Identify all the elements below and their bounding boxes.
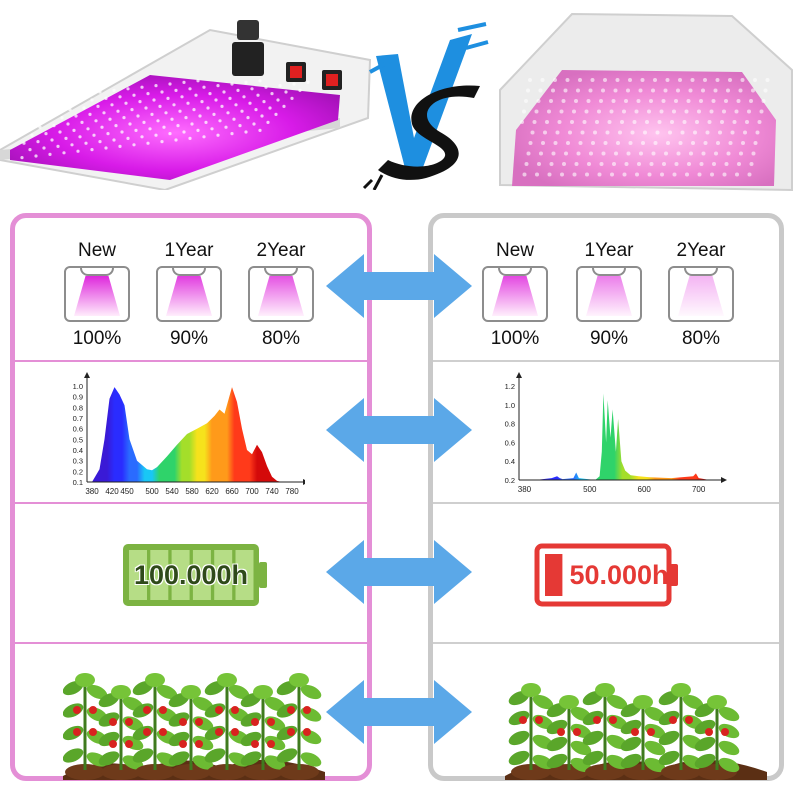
- aging-percent: 80%: [681, 328, 721, 349]
- old-product-panel: New 100% 1Year 90% 2Year 80% 380 500 600 70…: [428, 213, 784, 781]
- aging-item-1year: 1Year 90%: [573, 240, 645, 350]
- x-axis-arrow: [303, 479, 305, 485]
- aging-percent: 100%: [72, 328, 122, 349]
- x-tick-label: 500: [583, 485, 597, 494]
- y-tick-label: 0.4: [505, 457, 515, 466]
- y-tick-label: 0.7: [73, 414, 83, 423]
- aging-label: 1Year: [164, 240, 214, 261]
- aging-item-new: New 100%: [61, 240, 133, 350]
- x-tick-label: 540: [165, 487, 179, 496]
- weak-plants-illustration: [505, 683, 767, 780]
- tomato-plant: [98, 685, 144, 780]
- aging-item-new: New 100%: [479, 240, 551, 350]
- lamp-light-icon: [248, 266, 314, 322]
- row-divider: [15, 502, 367, 504]
- lamp-light-icon: [482, 266, 548, 322]
- tomato-plant: [694, 695, 740, 780]
- aging-item-2year: 2Year 80%: [245, 240, 317, 350]
- y-axis-arrow: [516, 372, 522, 378]
- new-product-panel: New 100% 1Year 90% 2Year 80% 380 420 450 50…: [10, 213, 372, 781]
- battery-icon: [123, 544, 267, 606]
- lamp-light-icon: [64, 266, 130, 322]
- narrow-spectrum-chart: 380 500 600 700 0.2 0.4 0.6 0.8 1.0 1.2: [505, 372, 727, 494]
- x-axis-arrow: [721, 477, 727, 483]
- aging-percent: 90%: [169, 328, 209, 349]
- tomato-plant: [658, 683, 704, 780]
- y-tick-label: 0.2: [505, 476, 515, 485]
- x-tick-label: 450: [120, 487, 134, 496]
- x-tick-label: 600: [638, 485, 652, 494]
- x-tick-label: 380: [85, 487, 99, 496]
- battery-cell: [129, 550, 147, 600]
- x-tick-label: 380: [518, 485, 532, 494]
- x-tick-label: 580: [185, 487, 199, 496]
- x-tick-label: 700: [692, 485, 706, 494]
- lamp-light-icon: [576, 266, 642, 322]
- healthy-plants-illustration: [63, 673, 325, 780]
- double-arrow-icon: [326, 540, 472, 604]
- spectrum-area: [519, 393, 710, 480]
- tomato-plant: [276, 673, 322, 780]
- x-tick-label: 500: [145, 487, 159, 496]
- row-divider: [15, 642, 367, 644]
- y-tick-label: 1.0: [505, 401, 515, 410]
- row-divider: [15, 360, 367, 362]
- led-grow-light-old-product: [499, 12, 793, 192]
- aging-percent: 100%: [490, 328, 540, 349]
- aging-label: 1Year: [584, 240, 634, 261]
- y-tick-label: 0.8: [73, 403, 83, 412]
- tomato-plant: [132, 673, 178, 780]
- y-tick-label: 0.6: [505, 438, 515, 447]
- full-spectrum-chart: 380 420 450 500 540 580 620 660 700 740 7800.10.20…: [73, 372, 305, 496]
- tomato-plant: [546, 695, 592, 780]
- y-axis-arrow: [84, 372, 90, 378]
- led-grow-light-new-product: [0, 20, 372, 190]
- y-tick-label: 0.8: [505, 420, 515, 429]
- vs-icon: [362, 22, 489, 190]
- x-tick-label: 780: [285, 487, 299, 496]
- tomato-plant: [620, 695, 666, 780]
- x-tick-label: 700: [245, 487, 259, 496]
- y-tick-label: 1.0: [73, 382, 83, 391]
- aging-label: 2Year: [676, 240, 726, 261]
- y-tick-label: 0.9: [73, 393, 83, 402]
- x-tick-label: 620: [205, 487, 219, 496]
- row-divider: [433, 642, 779, 644]
- double-arrow-icon: [326, 398, 472, 462]
- spectrum-area: [92, 387, 292, 482]
- battery-cell: [192, 550, 211, 600]
- y-tick-label: 0.1: [73, 478, 83, 487]
- y-tick-label: 0.5: [73, 435, 83, 444]
- aging-label: 2Year: [256, 240, 306, 261]
- double-arrow-icon: [326, 680, 472, 744]
- y-tick-label: 0.2: [73, 467, 83, 476]
- double-arrow-icon: [326, 254, 472, 318]
- x-tick-label: 740: [265, 487, 279, 496]
- tomato-plant: [582, 683, 628, 780]
- power-socket-icon: [232, 42, 264, 76]
- y-tick-label: 0.4: [73, 446, 83, 455]
- battery-icon: [534, 543, 678, 607]
- aging-label: New: [77, 240, 116, 261]
- x-tick-label: 660: [225, 487, 239, 496]
- battery-cell: [214, 550, 233, 600]
- y-tick-label: 1.2: [505, 382, 515, 391]
- aging-label: New: [495, 240, 534, 261]
- tomato-plant: [168, 685, 214, 780]
- aging-percent: 90%: [589, 328, 629, 349]
- battery-cell: [171, 550, 190, 600]
- y-tick-label: 0.3: [73, 457, 83, 466]
- lamp-light-icon: [668, 266, 734, 322]
- aging-item-1year: 1Year 90%: [153, 240, 225, 350]
- row-divider: [433, 502, 779, 504]
- aging-percent: 80%: [261, 328, 301, 349]
- battery-cell: [150, 550, 169, 600]
- x-tick-label: 420: [105, 487, 119, 496]
- row-divider: [433, 360, 779, 362]
- lamp-light-icon: [156, 266, 222, 322]
- aging-item-2year: 2Year 80%: [665, 240, 737, 350]
- battery-cell: [235, 550, 254, 600]
- y-tick-label: 0.6: [73, 425, 83, 434]
